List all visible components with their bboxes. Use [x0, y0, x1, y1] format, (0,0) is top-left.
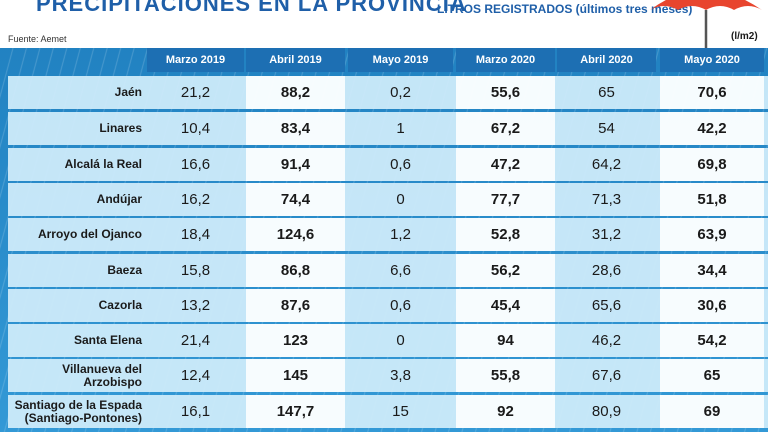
table-cell: 67,6 [591, 367, 622, 384]
table-cell: 65 [660, 359, 764, 392]
table-cell: 67,2 [456, 112, 555, 145]
table-cell: 70,6 [660, 76, 764, 109]
table-cell: 45,4 [456, 289, 555, 322]
table-cell: 91,4 [246, 148, 345, 181]
table-cell: 47,2 [456, 148, 555, 181]
table-cell: 0,2 [390, 84, 411, 101]
table-row [8, 289, 768, 322]
column-header: Abril 2020 [557, 48, 656, 72]
row-label: Alcalá la Real [64, 157, 142, 171]
column-header: Marzo 2020 [456, 48, 555, 72]
table-cell: 123 [246, 324, 345, 357]
table-cell: 31,2 [591, 226, 622, 243]
table-cell: 0 [396, 191, 405, 208]
row-label: Linares [99, 121, 142, 135]
table-cell: 88,2 [246, 76, 345, 109]
table-cell: 1 [396, 120, 405, 137]
unit-label: (l/m2) [731, 31, 758, 42]
table-cell: 1,2 [390, 226, 411, 243]
table-row [8, 359, 768, 392]
source-label: Fuente: Aemet [8, 34, 67, 44]
table-cell: 74,4 [246, 183, 345, 216]
table-row [8, 324, 768, 357]
table-cell: 3,8 [390, 367, 411, 384]
table-row [8, 254, 768, 287]
table-cell: 15 [392, 403, 409, 420]
table-cell: 65,6 [591, 297, 622, 314]
header: PRECIPITACIONES EN LA PROVINCIA LITROS R… [0, 0, 768, 48]
table-row [8, 183, 768, 216]
table-cell: 77,7 [456, 183, 555, 216]
table-cell: 80,9 [591, 403, 622, 420]
table-cell: 63,9 [660, 218, 764, 251]
table-row [8, 218, 768, 251]
table-cell: 13,2 [180, 297, 211, 314]
table-cell: 55,6 [456, 76, 555, 109]
column-header: Marzo 2019 [147, 48, 244, 72]
table-row [8, 76, 768, 109]
table-cell: 10,4 [180, 120, 211, 137]
table-row [8, 148, 768, 181]
table-cell: 0,6 [390, 156, 411, 173]
table-cell: 0 [396, 332, 405, 349]
table-cell: 34,4 [660, 254, 764, 287]
page-title: PRECIPITACIONES EN LA PROVINCIA [36, 0, 467, 16]
table-cell: 21,4 [180, 332, 211, 349]
table-cell: 56,2 [456, 254, 555, 287]
table-cell: 69,8 [660, 148, 764, 181]
table-cell: 18,4 [180, 226, 211, 243]
row-label: Baeza [107, 263, 142, 277]
table-cell: 46,2 [591, 332, 622, 349]
column-header: Mayo 2020 [660, 48, 764, 72]
table-cell: 124,6 [246, 218, 345, 251]
table-cell: 87,6 [246, 289, 345, 322]
row-label: Santa Elena [73, 333, 142, 347]
table-cell: 6,6 [390, 262, 411, 279]
column-header: Abril 2019 [246, 48, 345, 72]
row-label: Cazorla [98, 298, 142, 312]
table-cell: 83,4 [246, 112, 345, 145]
table-cell: 147,7 [246, 395, 345, 428]
table-cell: 0,6 [390, 297, 411, 314]
table-cell: 51,8 [660, 183, 764, 216]
table-cell: 16,6 [180, 156, 211, 173]
table-cell: 65 [598, 84, 615, 101]
table-cell: 42,2 [660, 112, 764, 145]
row-label: Jaén [114, 85, 142, 99]
table-cell: 86,8 [246, 254, 345, 287]
table-cell: 71,3 [591, 191, 622, 208]
table-cell: 15,8 [180, 262, 211, 279]
table-cell: 55,8 [456, 359, 555, 392]
table-cell: 94 [456, 324, 555, 357]
page-subtitle: LITROS REGISTRADOS (últimos tres meses) [437, 2, 693, 16]
table-cell: 30,6 [660, 289, 764, 322]
table-cell: 52,8 [456, 218, 555, 251]
column-header: Mayo 2019 [348, 48, 453, 72]
table-cell: 54,2 [660, 324, 764, 357]
table-cell: 21,2 [180, 84, 211, 101]
row-label: Andújar [96, 192, 142, 206]
table-row [8, 112, 768, 145]
table-cell: 69 [660, 395, 764, 428]
row-label: Villanueva del Arzobispo [62, 361, 142, 389]
table-cell: 92 [456, 395, 555, 428]
table-cell: 64,2 [591, 156, 622, 173]
table-cell: 12,4 [180, 367, 211, 384]
table-cell: 28,6 [591, 262, 622, 279]
table-row [8, 395, 768, 428]
table-cell: 16,2 [180, 191, 211, 208]
row-label: Santiago de la Espada (Santiago-Pontones… [14, 397, 142, 425]
row-label: Arroyo del Ojanco [37, 227, 142, 241]
table-cell: 145 [246, 359, 345, 392]
table-cell: 16,1 [180, 403, 211, 420]
table-cell: 54 [598, 120, 615, 137]
